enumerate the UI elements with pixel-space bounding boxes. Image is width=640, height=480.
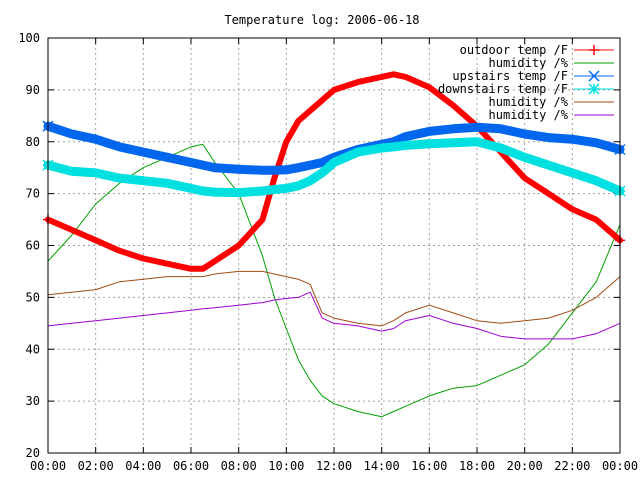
chart-title: Temperature log: 2006-06-18: [224, 13, 419, 27]
x-tick-label: 22:00: [554, 459, 590, 473]
y-tick-label: 50: [26, 290, 40, 304]
series-lines: [42, 71, 626, 418]
legend-label: humidity /%: [489, 95, 569, 109]
y-tick-label: 90: [26, 83, 40, 97]
x-tick-label: 18:00: [459, 459, 495, 473]
y-tick-label: 30: [26, 394, 40, 408]
x-tick-label: 06:00: [173, 459, 209, 473]
legend-label: humidity /%: [489, 108, 569, 122]
y-tick-label: 20: [26, 446, 40, 460]
y-tick-label: 40: [26, 342, 40, 356]
legend-label: outdoor temp /F: [460, 43, 568, 57]
x-tick-label: 00:00: [602, 459, 638, 473]
x-tick-label: 10:00: [268, 459, 304, 473]
y-tick-label: 60: [26, 239, 40, 253]
series-line-4: [47, 270, 621, 327]
x-tick-label: 16:00: [411, 459, 447, 473]
plot-frame: [47, 37, 621, 454]
grid: [48, 38, 620, 453]
series-line-3: [43, 137, 625, 198]
legend-marker: [589, 45, 599, 55]
x-tick-label: 08:00: [221, 459, 257, 473]
x-tick-label: 04:00: [125, 459, 161, 473]
legend-marker: [588, 70, 600, 82]
legend-label: downstairs temp /F: [438, 82, 568, 96]
series-line-2: [43, 121, 625, 175]
series-line-0: [45, 71, 623, 272]
y-tick-label: 100: [18, 31, 40, 45]
x-tick-label: 00:00: [30, 459, 66, 473]
y-tick-label: 80: [26, 135, 40, 149]
legend-label: humidity /%: [489, 56, 569, 70]
legend-label: upstairs temp /F: [452, 69, 568, 83]
x-tick-label: 02:00: [78, 459, 114, 473]
series-line-5: [47, 291, 621, 340]
x-tick-label: 20:00: [507, 459, 543, 473]
x-axis-ticks: 00:00 02:00 04:00 06:00 08:00 10:00 12:00 14:00…: [30, 38, 638, 473]
x-tick-label: 14:00: [364, 459, 400, 473]
y-tick-label: 70: [26, 187, 40, 201]
x-tick-label: 12:00: [316, 459, 352, 473]
legend-marker: [588, 83, 600, 95]
